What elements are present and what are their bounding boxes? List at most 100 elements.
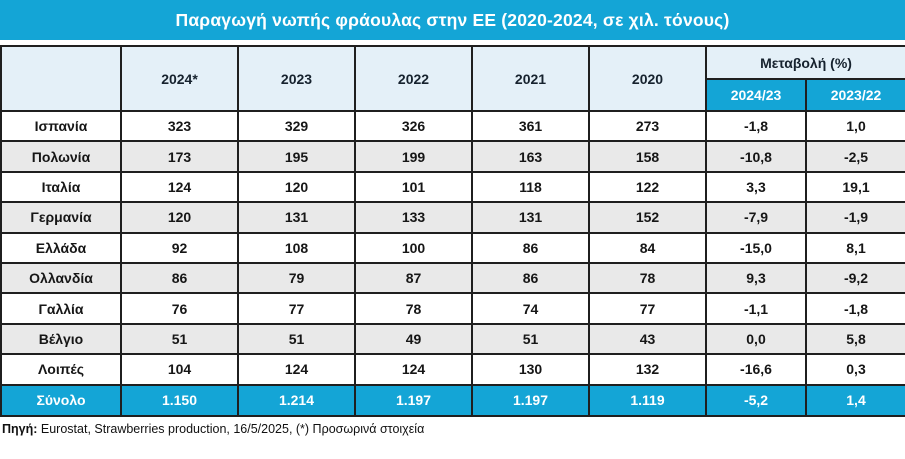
table-row: Ελλάδα 92 108 100 86 84 -15,0 8,1 bbox=[0, 231, 905, 264]
value-cell: 1.214 bbox=[237, 383, 356, 417]
value-cell: 5,8 bbox=[805, 322, 905, 356]
table-row: Βέλγιο 51 51 49 51 43 0,0 5,8 bbox=[0, 322, 905, 356]
value-cell: 158 bbox=[588, 140, 707, 173]
column-header-2021: 2021 bbox=[471, 45, 590, 112]
value-cell: -2,5 bbox=[805, 140, 905, 173]
table-row: Ολλανδία 86 79 87 86 78 9,3 -9,2 bbox=[0, 261, 905, 295]
value-cell: 86 bbox=[471, 231, 590, 264]
row-label: Γερμανία bbox=[0, 201, 122, 234]
value-cell: 51 bbox=[471, 322, 590, 356]
source-text: Eurostat, Strawberries production, 16/5/… bbox=[37, 421, 425, 436]
value-cell: -1,8 bbox=[805, 292, 905, 325]
value-cell: 1.150 bbox=[120, 383, 239, 417]
value-cell: 1,4 bbox=[805, 383, 905, 417]
value-cell: 1,0 bbox=[805, 109, 905, 143]
value-cell: -1,1 bbox=[705, 292, 807, 325]
value-cell: -1,9 bbox=[805, 201, 905, 234]
value-cell: 124 bbox=[120, 170, 239, 204]
column-header-change-2024-23: 2024/23 bbox=[705, 78, 807, 112]
value-cell: 273 bbox=[588, 109, 707, 143]
value-cell: 118 bbox=[471, 170, 590, 204]
value-cell: 79 bbox=[237, 261, 356, 295]
value-cell: 104 bbox=[120, 353, 239, 386]
row-label: Ιταλία bbox=[0, 170, 122, 204]
table-body: Ισπανία 323 329 326 361 273 -1,8 1,0 Πολωνία 173 1… bbox=[0, 109, 905, 417]
value-cell: 124 bbox=[354, 353, 473, 386]
value-cell: 92 bbox=[120, 231, 239, 264]
value-cell: 108 bbox=[237, 231, 356, 264]
value-cell: 124 bbox=[237, 353, 356, 386]
table-row: Γαλλία 76 77 78 74 77 -1,1 -1,8 bbox=[0, 292, 905, 325]
value-cell: 49 bbox=[354, 322, 473, 356]
value-cell: 133 bbox=[354, 201, 473, 234]
row-label: Λοιπές bbox=[0, 353, 122, 386]
table-header: 2024* 2023 2022 2021 2020 Μεταβολή (%) 2… bbox=[0, 45, 905, 112]
row-label: Πολωνία bbox=[0, 140, 122, 173]
value-cell: 19,1 bbox=[805, 170, 905, 204]
value-cell: -1,8 bbox=[705, 109, 807, 143]
value-cell: 132 bbox=[588, 353, 707, 386]
value-cell: 1.119 bbox=[588, 383, 707, 417]
row-label: Ισπανία bbox=[0, 109, 122, 143]
table-row: Ιταλία 124 120 101 118 122 3,3 19,1 bbox=[0, 170, 905, 204]
value-cell: 84 bbox=[588, 231, 707, 264]
value-cell: 199 bbox=[354, 140, 473, 173]
table-row: Γερμανία 120 131 133 131 152 -7,9 -1,9 bbox=[0, 201, 905, 234]
source-note: Πηγή: Eurostat, Strawberries production,… bbox=[2, 422, 905, 436]
value-cell: 76 bbox=[120, 292, 239, 325]
value-cell: 87 bbox=[354, 261, 473, 295]
value-cell: -7,9 bbox=[705, 201, 807, 234]
value-cell: 122 bbox=[588, 170, 707, 204]
row-label: Ελλάδα bbox=[0, 231, 122, 264]
value-cell: 43 bbox=[588, 322, 707, 356]
value-cell: 326 bbox=[354, 109, 473, 143]
strawberry-production-report: Παραγωγή νωπής φράουλας στην ΕΕ (2020-20… bbox=[0, 0, 905, 436]
column-header-2020: 2020 bbox=[588, 45, 707, 112]
value-cell: 86 bbox=[120, 261, 239, 295]
value-cell: 0,3 bbox=[805, 353, 905, 386]
value-cell: 101 bbox=[354, 170, 473, 204]
report-title-bar: Παραγωγή νωπής φράουλας στην ΕΕ (2020-20… bbox=[0, 0, 905, 40]
value-cell: 120 bbox=[120, 201, 239, 234]
value-cell: 120 bbox=[237, 170, 356, 204]
value-cell: 9,3 bbox=[705, 261, 807, 295]
value-cell: 0,0 bbox=[705, 322, 807, 356]
value-cell: 78 bbox=[354, 292, 473, 325]
value-cell: 77 bbox=[588, 292, 707, 325]
production-table: 2024* 2023 2022 2021 2020 Μεταβολή (%) 2… bbox=[0, 45, 905, 417]
value-cell: 1.197 bbox=[471, 383, 590, 417]
total-row-label: Σύνολο bbox=[0, 383, 122, 417]
value-cell: 195 bbox=[237, 140, 356, 173]
page-title: Παραγωγή νωπής φράουλας στην ΕΕ (2020-20… bbox=[175, 9, 730, 30]
source-label: Πηγή: bbox=[2, 421, 38, 436]
value-cell: -15,0 bbox=[705, 231, 807, 264]
column-header-2022: 2022 bbox=[354, 45, 473, 112]
value-cell: -9,2 bbox=[805, 261, 905, 295]
value-cell: 51 bbox=[237, 322, 356, 356]
value-cell: 1.197 bbox=[354, 383, 473, 417]
value-cell: 8,1 bbox=[805, 231, 905, 264]
table-row: Ισπανία 323 329 326 361 273 -1,8 1,0 bbox=[0, 109, 905, 143]
column-header-2024: 2024* bbox=[120, 45, 239, 112]
value-cell: 130 bbox=[471, 353, 590, 386]
value-cell: 86 bbox=[471, 261, 590, 295]
column-header-2023: 2023 bbox=[237, 45, 356, 112]
corner-cell bbox=[0, 45, 122, 112]
row-label: Ολλανδία bbox=[0, 261, 122, 295]
value-cell: 78 bbox=[588, 261, 707, 295]
value-cell: -10,8 bbox=[705, 140, 807, 173]
value-cell: 74 bbox=[471, 292, 590, 325]
table-row: Λοιπές 104 124 124 130 132 -16,6 0,3 bbox=[0, 353, 905, 386]
value-cell: 323 bbox=[120, 109, 239, 143]
row-label: Βέλγιο bbox=[0, 322, 122, 356]
value-cell: 3,3 bbox=[705, 170, 807, 204]
value-cell: -16,6 bbox=[705, 353, 807, 386]
value-cell: 361 bbox=[471, 109, 590, 143]
value-cell: 173 bbox=[120, 140, 239, 173]
column-header-change-2023-22: 2023/22 bbox=[805, 78, 905, 112]
value-cell: 329 bbox=[237, 109, 356, 143]
value-cell: 100 bbox=[354, 231, 473, 264]
value-cell: 51 bbox=[120, 322, 239, 356]
value-cell: 152 bbox=[588, 201, 707, 234]
value-cell: 163 bbox=[471, 140, 590, 173]
